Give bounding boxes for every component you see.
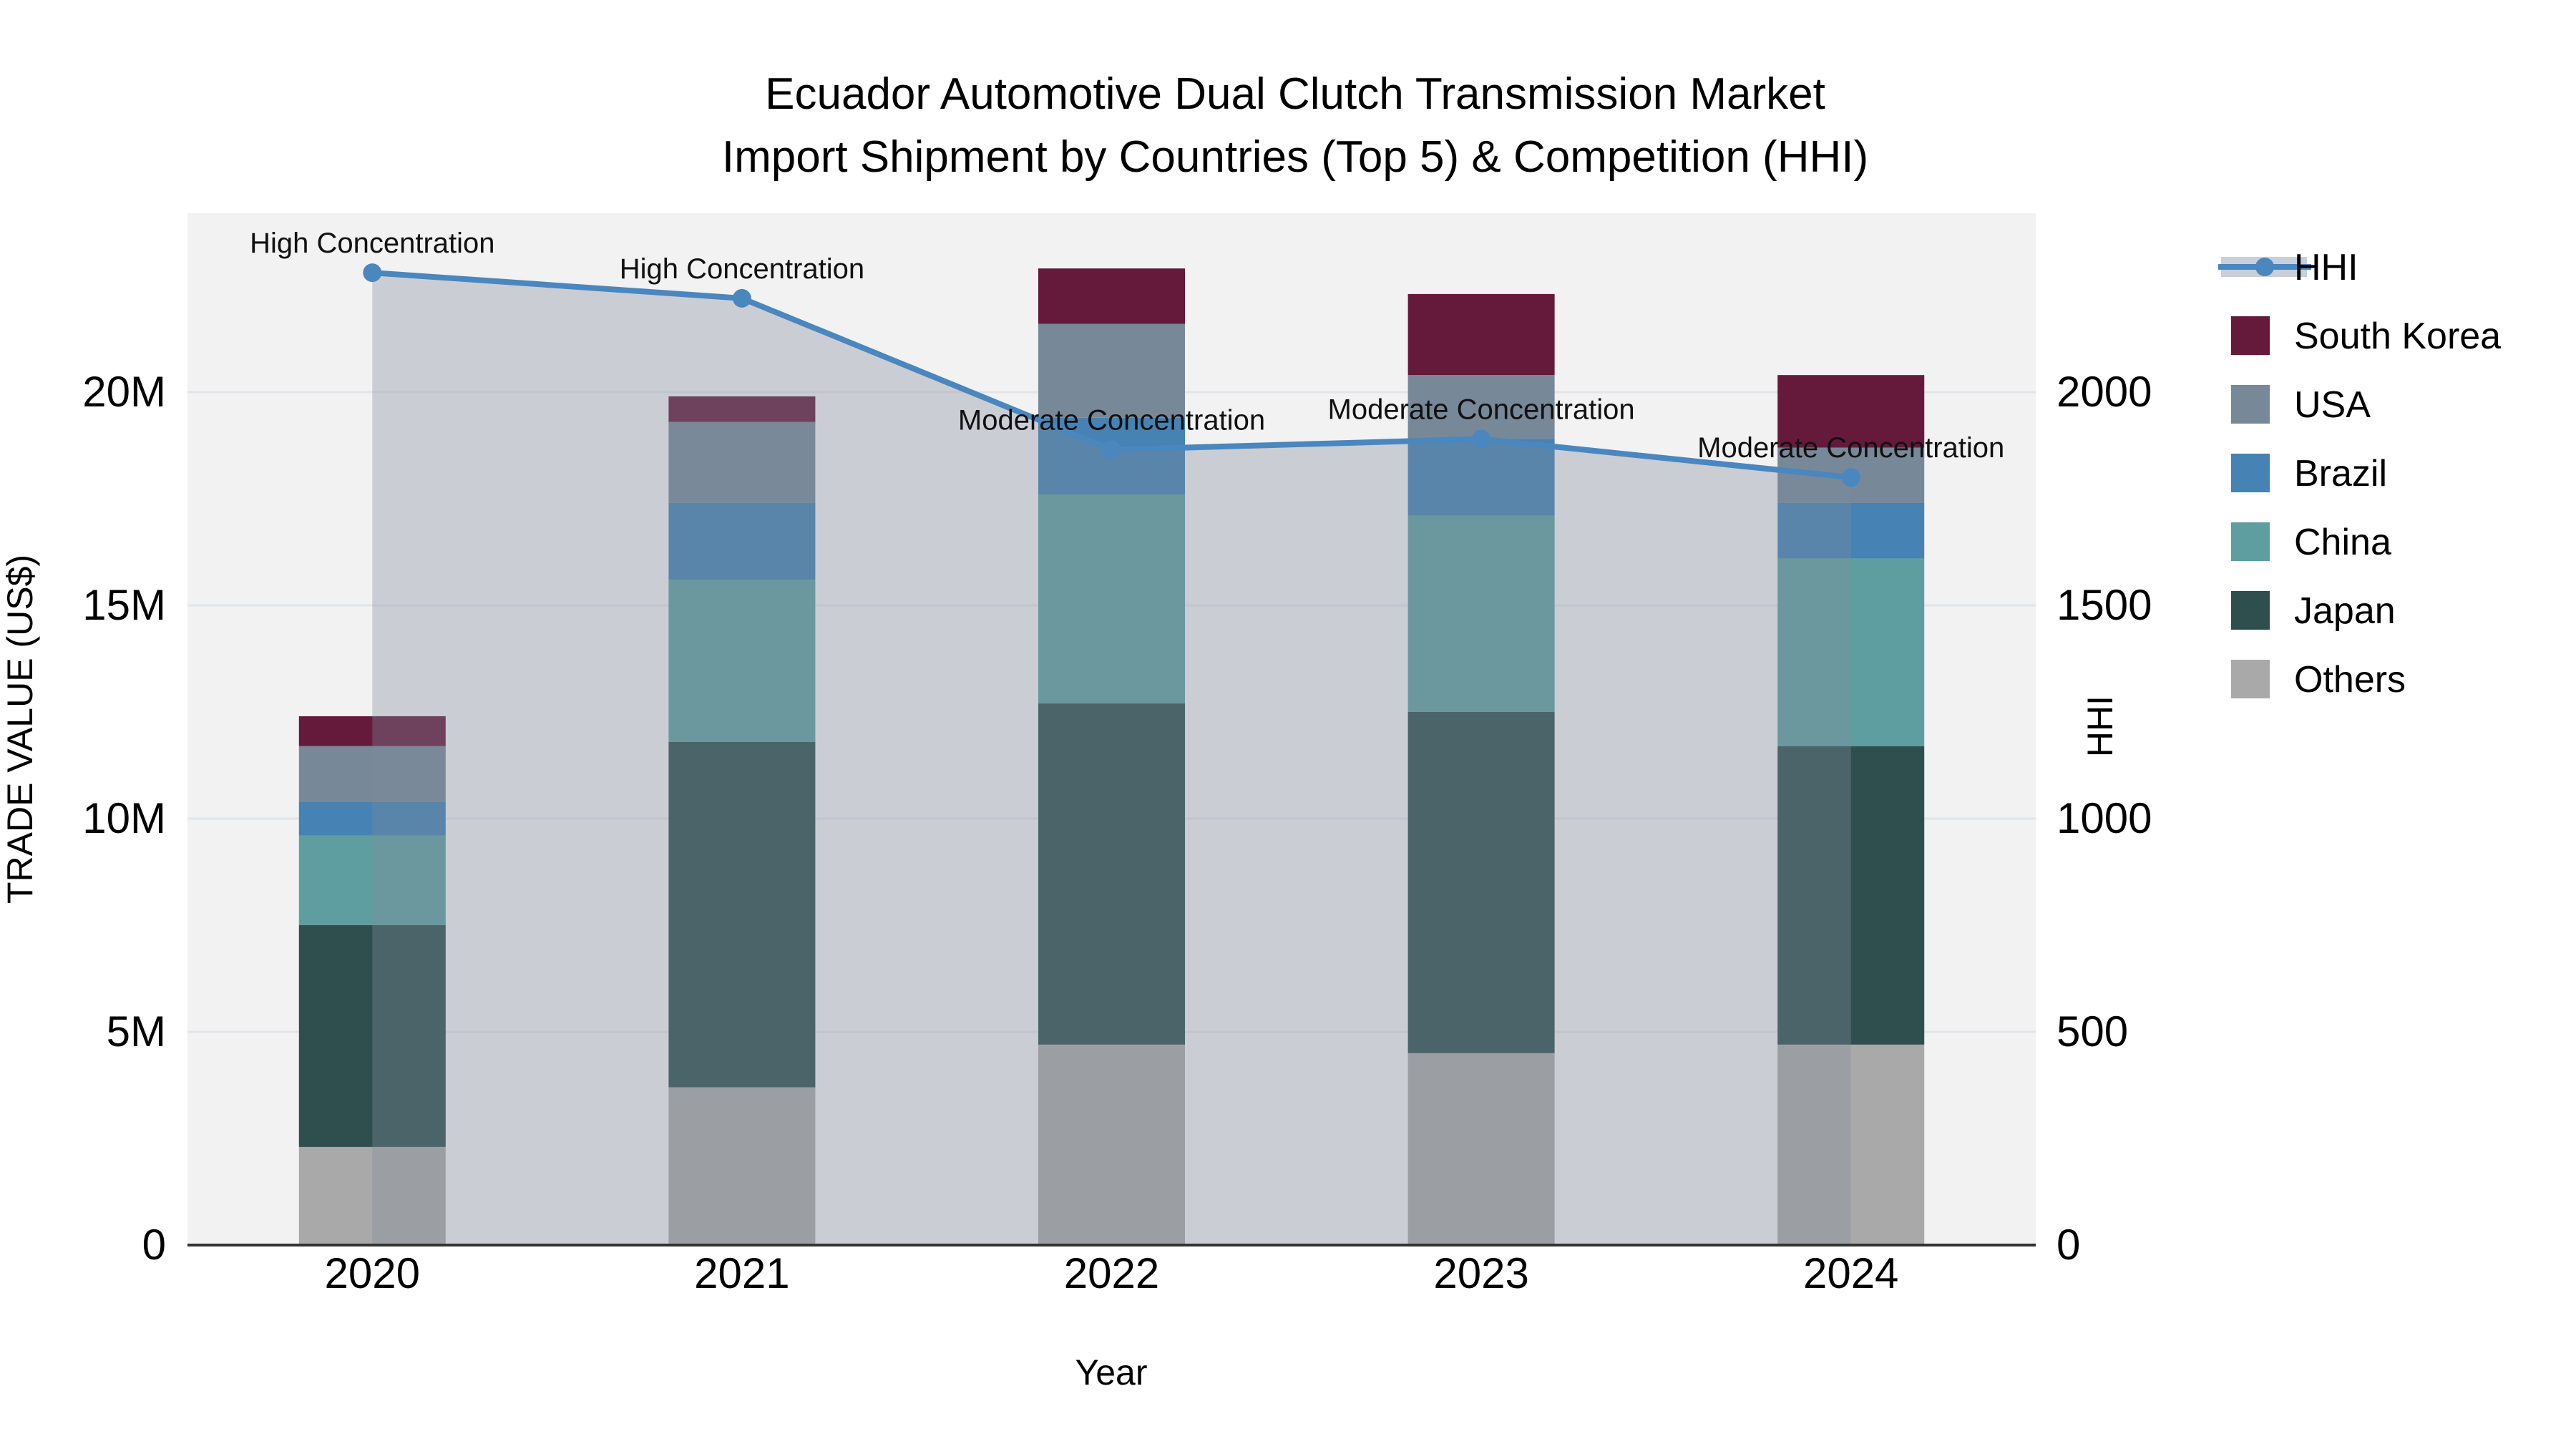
legend-item-others: Others [2231,659,2406,701]
bar-segment-china-2020 [298,835,446,925]
hhi-marker-2021 [732,288,751,308]
bar-segment-usa-2023 [1407,375,1555,439]
bar-segment-others-2021 [668,1087,816,1245]
chart-title-line1: Ecuador Automotive Dual Clutch Transmiss… [765,69,1825,119]
legend-hhi-marker-icon [2255,258,2274,276]
annotation-2021: High Concentration [620,253,864,285]
hhi-marker-2020 [363,263,382,283]
y-right-tick-2000: 2000 [2057,368,2152,416]
bar-segment-south-korea-2022 [1038,268,1185,324]
bar-segment-japan-2022 [1038,703,1185,1045]
legend-swatch-brazil [2231,454,2270,492]
bar-segment-brazil-2023 [1407,439,1555,516]
bar-segment-japan-2020 [298,925,446,1147]
bar-segment-brazil-2024 [1777,502,1925,559]
hhi-line-layer [363,263,1860,487]
bar-segment-others-2020 [298,1146,446,1245]
legend-label-others: Others [2294,659,2406,701]
hhi-marker-2024 [1841,468,1860,487]
bar-segment-usa-2021 [668,421,816,503]
bar-segment-china-2023 [1407,515,1555,712]
y-left-axis-title: TRADE VALUE (US$) [0,555,40,904]
right-axis-ticks: 0 500 1000 1500 2000 [2057,368,2152,1269]
x-tick-2023: 2023 [1433,1249,1528,1297]
annotations-layer: High Concentration High Concentration Mode… [250,228,2004,464]
bar-segment-others-2023 [1407,1053,1555,1245]
legend-label-china: China [2294,522,2391,563]
legend-item-usa: USA [2231,384,2371,426]
bar-segment-usa-2020 [298,746,446,802]
bar-segment-south-korea-2023 [1407,293,1555,376]
y-right-tick-1000: 1000 [2057,794,2152,842]
y-left-tick-15M: 15M [82,581,166,629]
legend-swatch-japan [2231,591,2270,630]
legend-item-south-korea: South Korea [2231,316,2501,357]
legend-swatch-usa [2231,385,2270,424]
y-right-tick-1500: 1500 [2057,581,2152,629]
annotation-2023: Moderate Concentration [1328,394,1635,426]
x-axis-ticks: 2020 2021 2022 2023 2024 [325,1249,1899,1297]
bar-segment-others-2022 [1038,1044,1185,1245]
annotation-2022: Moderate Concentration [958,404,1265,436]
x-axis-title: Year [1075,1352,1147,1392]
hhi-marker-2023 [1472,429,1491,449]
legend-label-japan: Japan [2294,590,2396,632]
legend-label-usa: USA [2294,384,2371,426]
bar-segment-south-korea-2024 [1777,375,1925,448]
annotation-2024: Moderate Concentration [1697,432,2004,464]
x-tick-2022: 2022 [1064,1249,1159,1297]
x-tick-2021: 2021 [694,1249,789,1297]
x-tick-2024: 2024 [1803,1249,1898,1297]
y-right-tick-0: 0 [2057,1221,2080,1269]
legend-label-brazil: Brazil [2294,453,2387,494]
y-left-tick-0: 0 [142,1221,166,1269]
y-right-tick-500: 500 [2057,1008,2128,1055]
bar-segment-south-korea-2020 [298,716,446,746]
bar-segment-brazil-2020 [298,801,446,836]
y-right-axis-title: HHI [2080,696,2120,757]
bar-segment-south-korea-2021 [668,396,816,422]
bar-segment-china-2021 [668,580,816,742]
bar-segment-japan-2023 [1407,712,1555,1053]
bar-segment-japan-2024 [1777,746,1925,1045]
y-left-tick-10M: 10M [82,794,166,842]
y-left-tick-20M: 20M [82,368,166,416]
legend-label-south-korea: South Korea [2294,316,2501,357]
legend-item-brazil: Brazil [2231,453,2387,494]
bar-segment-others-2024 [1777,1044,1925,1245]
legend-swatch-china [2231,522,2270,561]
left-axis-ticks: 0 5M 10M 15M 20M [82,368,166,1269]
hhi-area-fill [372,273,1851,1246]
legend-swatch-south-korea [2231,316,2270,355]
legend-item-china: China [2231,522,2391,563]
bar-segment-brazil-2021 [668,502,816,580]
x-tick-2020: 2020 [325,1249,420,1297]
annotation-2020: High Concentration [250,228,494,259]
legend-label-hhi: HHI [2294,247,2358,288]
legend-item-japan: Japan [2231,590,2396,632]
hhi-area-layer [372,273,1851,1246]
bar-segment-china-2022 [1038,494,1185,704]
legend-swatch-others [2231,660,2270,698]
bars-layer [298,268,1925,1245]
bar-segment-usa-2022 [1038,323,1185,418]
y-left-tick-5M: 5M [107,1008,166,1055]
bar-segment-japan-2021 [668,741,816,1088]
hhi-marker-2022 [1102,440,1121,459]
legend-item-hhi: HHI [2218,247,2358,288]
legend: HHI South Korea USA Brazil China Japan Others [2218,247,2501,701]
chart-title-line2: Import Shipment by Countries (Top 5) & C… [722,132,1868,182]
bar-segment-china-2024 [1777,558,1925,746]
